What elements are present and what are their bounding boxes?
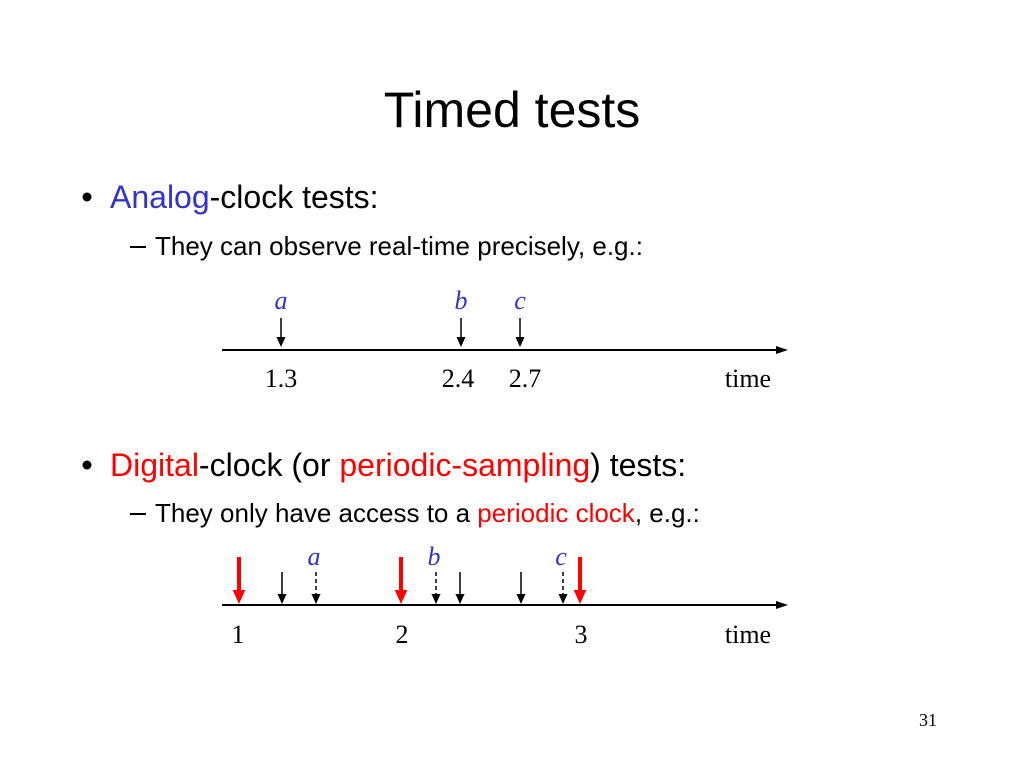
bullet-marker [82,192,92,202]
axis-label: time [725,364,771,393]
event-label: b [428,542,441,571]
text: , e.g.: [635,498,700,528]
highlight: periodic-sampling [339,447,590,483]
event-label: a [308,542,321,571]
event-label: c [555,542,567,571]
highlight: Digital [110,447,199,483]
bullet-text: Analog-clock tests: [110,179,379,215]
highlight: Analog [110,179,210,215]
bullet-marker [82,460,92,470]
sub-bullet-text: They can observe real-time precisely, e.… [155,231,643,261]
arrow-head [515,337,525,347]
arrow-head [311,594,321,604]
text: They only have access to a [155,498,477,528]
axis-label: time [725,620,771,649]
event-label: a [275,286,288,315]
tick-label: 1.3 [265,364,298,393]
tick-label: 2 [396,620,409,649]
arrow-head [394,590,408,604]
event-label: b [455,286,468,315]
arrow-head [232,590,246,604]
axis-head [776,601,788,609]
text: -clock (or [199,447,339,483]
bullet-text: Digital-clock (or periodic-sampling) tes… [110,447,686,483]
highlight: periodic clock [477,498,636,528]
text: -clock tests: [210,179,379,215]
arrow-head [277,594,287,604]
tick-label: 3 [575,620,588,649]
text: ) tests: [590,447,686,483]
tick-label: 1 [232,620,245,649]
slide-title: Timed tests [384,82,641,138]
arrow-head [456,337,466,347]
event-label: c [514,286,526,315]
arrow-head [455,594,465,604]
text: They can observe real-time precisely, e.… [155,231,643,261]
arrow-head [558,594,568,604]
arrow-head [431,594,441,604]
arrow-head [276,337,286,347]
sub-bullet-text: They only have access to a periodic cloc… [155,498,700,528]
arrow-head [516,594,526,604]
tick-label: 2.7 [509,364,542,393]
tick-label: 2.4 [442,364,475,393]
axis-head [776,346,788,354]
arrow-head [573,590,587,604]
page-number: 31 [919,710,937,730]
